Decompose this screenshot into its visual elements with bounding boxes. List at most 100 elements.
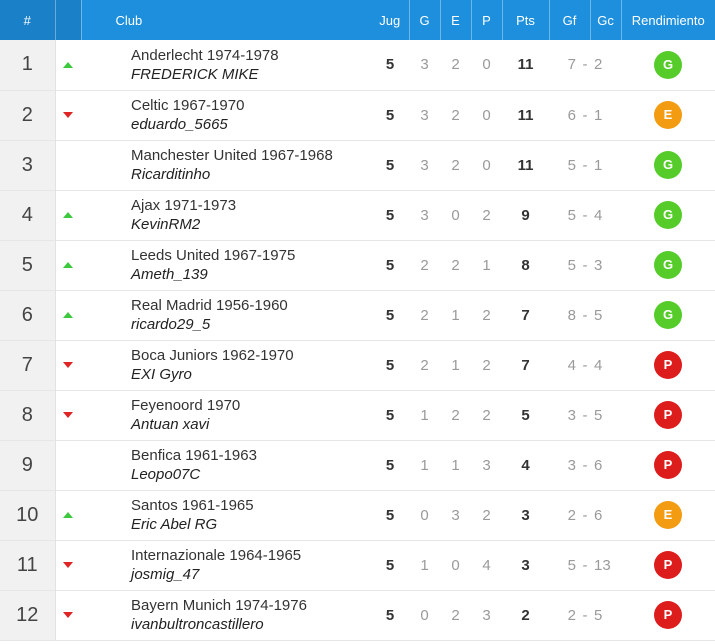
club-user[interactable]: Eric Abel RG [131,516,218,533]
table-row[interactable]: 6 Real Madrid 1956-1960 ricardo29_5 5 2 1 2 7 8-… [0,290,715,340]
rendimiento-badge: P [654,601,683,629]
row-club[interactable]: Ajax 1971-1973 KevinRM2 [121,190,371,240]
rendimiento-badge: G [654,151,683,179]
row-rendimiento: P [621,440,715,490]
club-name[interactable]: Benfica 1961-1963 [131,447,257,464]
table-row[interactable]: 7 Boca Juniors 1962-1970 EXI Gyro 5 2 1 2 7 4-4 P [0,340,715,390]
rendimiento-badge: G [654,50,683,79]
header-e[interactable]: E [440,0,472,40]
trend-down-icon [63,612,74,618]
club-name[interactable]: Santos 1961-1965 [131,497,254,514]
club-user[interactable]: EXI Gyro [131,366,192,383]
table-row[interactable]: 2 Celtic 1967-1970 eduardo_5665 5 3 2 0 11 6-1 E [0,90,715,140]
club-name[interactable]: Real Madrid 1956-1960 [131,297,288,314]
table-row[interactable]: 5 Leeds United 1967-1975 Ameth_139 5 2 2 1 8 5-3… [0,240,715,290]
table-row[interactable]: 3 Manchester United 1967-1968 Ricarditinho… [0,140,715,190]
row-rank: 9 [0,440,56,490]
row-trend [55,390,81,440]
club-name[interactable]: Boca Juniors 1962-1970 [131,347,294,364]
club-name[interactable]: Leeds United 1967-1975 [131,247,296,264]
row-pts: 3 [521,556,530,574]
row-gc: 2 [594,56,603,74]
club-user[interactable]: ricardo29_5 [131,316,211,333]
club-user[interactable]: FREDERICK MIKE [131,65,259,83]
row-pts: 4 [521,456,530,474]
row-e: 2 [451,606,460,624]
club-name[interactable]: Manchester United 1967-1968 [131,147,333,164]
table-row[interactable]: 10 Santos 1961-1965 Eric Abel RG 5 0 3 2 3 2-6 E [0,490,715,540]
rendimiento-badge: P [654,401,683,429]
row-gc: 5 [594,406,603,424]
header-g[interactable]: G [409,0,441,40]
row-club[interactable]: Santos 1961-1965 Eric Abel RG [121,490,371,540]
row-club[interactable]: Anderlecht 1974-1978 FREDERICK MIKE [121,40,371,90]
header-rank[interactable]: # [0,0,56,40]
table-row[interactable]: 4 Ajax 1971-1973 KevinRM2 5 3 0 2 9 5-4 G [0,190,715,240]
club-user[interactable]: Antuan xavi [131,416,210,433]
club-user[interactable]: Leopo07C [131,466,201,483]
row-p: 3 [482,606,491,624]
row-goal-separator: - [582,556,588,574]
row-club[interactable]: Benfica 1961-1963 Leopo07C [121,440,371,490]
header-club[interactable]: Club [115,12,143,28]
row-club[interactable]: Leeds United 1967-1975 Ameth_139 [121,240,371,290]
table-row[interactable]: 12 Bayern Munich 1974-1976 ivanbultroncast… [0,590,715,640]
row-club[interactable]: Real Madrid 1956-1960 ricardo29_5 [121,290,371,340]
row-logo [81,190,121,240]
row-club[interactable]: Manchester United 1967-1968 Ricarditinho [121,140,371,190]
header-gf[interactable]: Gf [549,0,591,40]
club-name[interactable]: Internazionale 1964-1965 [131,547,302,564]
table-row[interactable]: 8 Feyenoord 1970 Antuan xavi 5 1 2 2 5 3-5 P [0,390,715,440]
header-p[interactable]: P [471,0,503,40]
club-user[interactable]: KevinRM2 [131,216,201,233]
row-rendimiento: G [621,290,715,340]
club-name[interactable]: Anderlecht 1974-1978 [131,46,279,64]
header-rendimiento[interactable]: Rendimiento [631,12,705,28]
club-name[interactable]: Feyenoord 1970 [131,397,241,414]
row-gf: 8 [567,306,576,324]
row-gc: 6 [594,506,603,524]
row-jug: 5 [385,206,395,224]
table-row[interactable]: 1 Anderlecht 1974-1978 FREDERICK MIKE 5 3 2 0 1… [0,40,715,90]
header-jug[interactable]: Jug [371,0,410,40]
row-e: 3 [451,506,460,524]
row-p: 2 [482,206,491,224]
header-pts[interactable]: Pts [502,0,550,40]
row-goal-separator: - [582,106,588,124]
row-goal-separator: - [582,306,588,324]
row-rendimiento: E [621,490,715,540]
row-g: 0 [420,606,429,624]
club-user[interactable]: Ameth_139 [131,266,208,283]
row-club[interactable]: Boca Juniors 1962-1970 EXI Gyro [121,340,371,390]
row-rendimiento: G [621,190,715,240]
row-e: 0 [451,206,460,224]
table-row[interactable]: 9 Benfica 1961-1963 Leopo07C 5 1 1 3 4 3-6 P [0,440,715,490]
row-pts: 7 [521,356,530,374]
row-club[interactable]: Bayern Munich 1974-1976 ivanbultroncastil… [121,590,371,640]
row-p: 2 [482,506,491,524]
club-name[interactable]: Bayern Munich 1974-1976 [131,597,307,614]
club-user[interactable]: Ricarditinho [131,166,211,183]
row-rank: 7 [0,340,56,390]
club-name[interactable]: Ajax 1971-1973 [131,197,237,214]
row-club[interactable]: Celtic 1967-1970 eduardo_5665 [121,90,371,140]
row-e: 2 [451,156,460,174]
row-p: 2 [482,356,491,374]
row-rank: 5 [0,240,56,290]
row-club[interactable]: Internazionale 1964-1965 josmig_47 [121,540,371,590]
row-logo [81,440,121,490]
row-gc: 5 [594,606,603,624]
header-gc[interactable]: Gc [590,0,622,40]
row-rendimiento: E [621,90,715,140]
row-gc: 1 [594,156,603,174]
club-user[interactable]: josmig_47 [131,566,200,583]
club-user[interactable]: eduardo_5665 [131,116,228,133]
club-user[interactable]: ivanbultroncastillero [131,616,264,633]
header-row: # Club Jug G E P Pts Gf Gc Rendimiento [0,0,715,40]
club-name[interactable]: Celtic 1967-1970 [131,97,245,114]
row-club[interactable]: Feyenoord 1970 Antuan xavi [121,390,371,440]
row-e: 1 [451,306,460,324]
row-rendimiento: P [621,340,715,390]
row-trend [55,590,81,640]
table-row[interactable]: 11 Internazionale 1964-1965 josmig_47 5 1 0 4 3… [0,540,715,590]
